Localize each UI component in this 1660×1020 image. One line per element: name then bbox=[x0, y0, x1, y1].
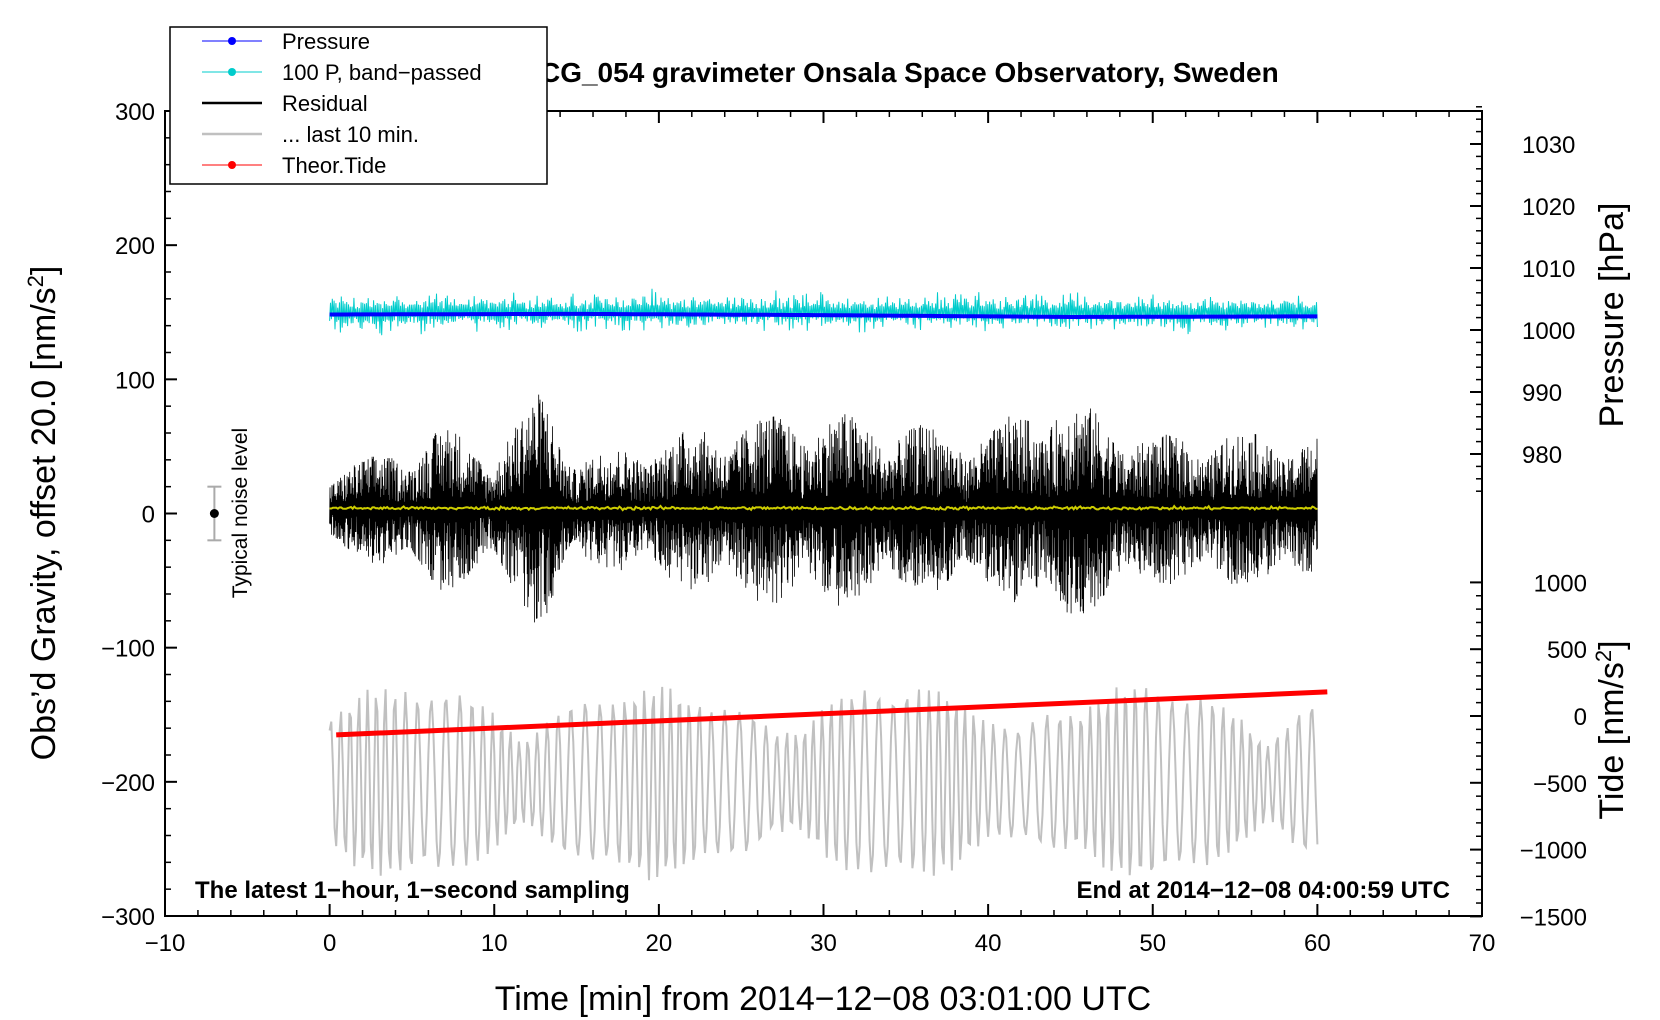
x-tick-label: 60 bbox=[1304, 930, 1331, 957]
legend: Pressure 100 P, band−passed Residual ... la… bbox=[169, 26, 548, 185]
annotation-left: The latest 1−hour, 1−second sampling bbox=[195, 877, 630, 904]
tide-axis-label: Tide [nm/s2] bbox=[1591, 640, 1631, 819]
pressure-tick-label: 980 bbox=[1522, 442, 1562, 469]
x-tick-label: 0 bbox=[323, 930, 336, 957]
series-smoothed bbox=[329, 504, 1318, 512]
x-tick-label: 10 bbox=[481, 930, 508, 957]
x-tick-label: 50 bbox=[1139, 930, 1166, 957]
y-tick-label: −100 bbox=[101, 636, 155, 663]
y-axis-label-close: ] bbox=[25, 266, 63, 275]
legend-label: Residual bbox=[282, 91, 368, 116]
tide-tick-label: 0 bbox=[1574, 704, 1587, 731]
tick-layer: −10 0 10 20 30 40 50 60 70−300−200−1000100200300… bbox=[101, 99, 1587, 957]
y-tick-label: 100 bbox=[115, 367, 155, 394]
tide-tick-label: 1000 bbox=[1534, 570, 1587, 597]
noise-level-label: Typical noise level bbox=[229, 428, 252, 598]
x-tick-label: 70 bbox=[1469, 930, 1496, 957]
pressure-axis-label: Pressure [hPa] bbox=[1593, 203, 1631, 428]
legend-label: Theor.Tide bbox=[282, 153, 386, 178]
legend-label: Pressure bbox=[282, 29, 370, 54]
series-pressure bbox=[329, 311, 1318, 319]
legend-label: 100 P, band−passed bbox=[282, 60, 482, 85]
tide-axis-label-sup: 2 bbox=[1591, 650, 1616, 662]
tide-tick-label: −1000 bbox=[1520, 838, 1587, 865]
x-tick-label: −10 bbox=[145, 930, 186, 957]
y-axis-label-text: Obs’d Gravity, offset 20.0 [nm/s bbox=[25, 287, 63, 760]
pressure-tick-label: 1020 bbox=[1522, 194, 1575, 221]
tide-tick-label: −500 bbox=[1533, 771, 1587, 798]
y-axis-label: Obs’d Gravity, offset 20.0 [nm/s2] bbox=[23, 266, 63, 761]
series-last-10-min bbox=[328, 686, 1319, 881]
x-tick-label: 20 bbox=[646, 930, 673, 957]
y-tick-label: 0 bbox=[142, 502, 155, 529]
y-tick-label: −200 bbox=[101, 770, 155, 797]
series-residual bbox=[329, 394, 1318, 623]
y-axis-label-sup: 2 bbox=[23, 275, 48, 287]
pressure-tick-label: 990 bbox=[1522, 380, 1562, 407]
x-tick-label: 30 bbox=[810, 930, 837, 957]
x-axis-label: Time [min] from 2014−12−08 03:01:00 UTC bbox=[495, 980, 1151, 1018]
series-layer bbox=[328, 288, 1328, 881]
tide-axis-label-close: ] bbox=[1593, 640, 1631, 649]
legend-marker bbox=[228, 37, 236, 45]
y-tick-label: 300 bbox=[115, 99, 155, 126]
legend-marker bbox=[228, 68, 236, 76]
x-tick-label: 40 bbox=[975, 930, 1002, 957]
tide-tick-label: −1500 bbox=[1520, 904, 1587, 931]
tide-axis-label-text: Tide [nm/s bbox=[1593, 662, 1631, 819]
y-tick-label: 200 bbox=[115, 233, 155, 260]
legend-items: Pressure 100 P, band−passed Residual ... la… bbox=[202, 29, 482, 178]
noise-bar bbox=[207, 485, 222, 542]
legend-box bbox=[169, 26, 548, 185]
pressure-tick-label: 1000 bbox=[1522, 318, 1575, 345]
annotation-right: End at 2014−12−08 04:00:59 UTC bbox=[1076, 877, 1450, 904]
legend-label: ... last 10 min. bbox=[282, 122, 419, 147]
noise-bar-center bbox=[209, 509, 219, 518]
y-tick-label: −300 bbox=[101, 904, 155, 931]
series-theor-tide bbox=[336, 689, 1328, 738]
legend-marker bbox=[228, 161, 236, 169]
chart-title: SCG_054 gravimeter Onsala Space Observat… bbox=[521, 57, 1278, 88]
pressure-tick-label: 1030 bbox=[1522, 132, 1575, 159]
tide-tick-label: 500 bbox=[1547, 637, 1587, 664]
pressure-tick-label: 1010 bbox=[1522, 256, 1575, 283]
series-band-passed bbox=[329, 288, 1318, 336]
